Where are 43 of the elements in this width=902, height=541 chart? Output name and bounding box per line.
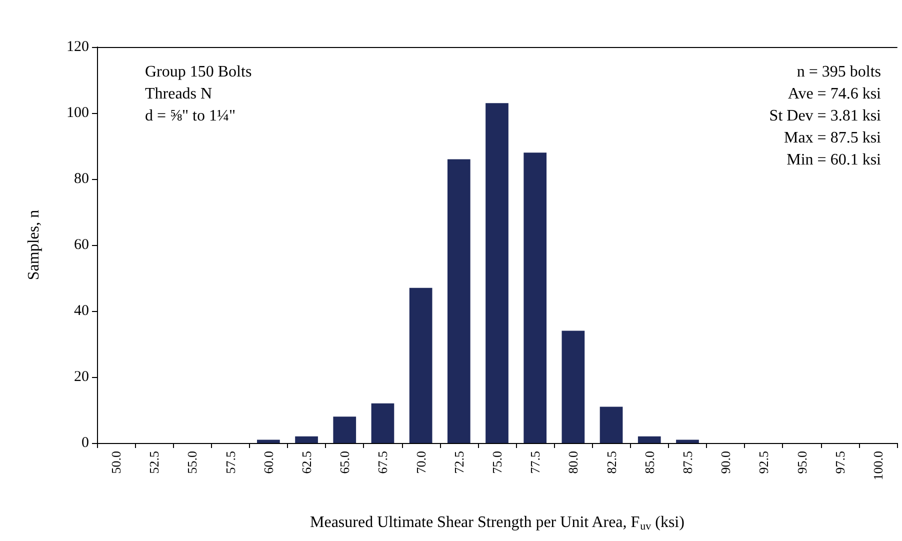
bar	[676, 440, 699, 443]
y-tick-label: 80	[74, 171, 89, 187]
x-tick-label: 60.0	[260, 451, 276, 474]
annotation: n = 395 bolts Ave = 74.6 ksi St Dev = 3.81 ksi Max = 87.5 ksi Min = 60.1 ksi	[769, 64, 882, 168]
y-tick-label: 120	[66, 39, 89, 55]
x-tick-label: 50.0	[108, 451, 124, 474]
bar	[562, 330, 585, 443]
x-tick-label: 57.5	[222, 451, 238, 474]
x-tick-label: 65.0	[337, 451, 352, 474]
x-tick-label: 52.5	[146, 451, 162, 474]
y-tick-label: 0	[82, 435, 89, 451]
bar	[486, 103, 508, 443]
bar	[447, 159, 470, 443]
x-tick-label: 80.0	[566, 451, 581, 474]
x-tick-label: 95.0	[794, 451, 810, 474]
x-tick-label: 67.5	[375, 451, 390, 474]
bar	[524, 152, 547, 443]
bar	[257, 440, 280, 443]
x-tick-label: 75.0	[490, 451, 504, 474]
bar	[371, 403, 394, 443]
bar	[295, 436, 318, 443]
annotation: Group 150 Bolts Threads N d = ⅝" to 1¼"	[145, 64, 252, 124]
x-tick-label: 87.5	[680, 451, 695, 474]
x-tick-label: 85.0	[642, 451, 657, 474]
x-tick-label: 72.5	[451, 451, 466, 474]
y-axis-title: Samples, n	[26, 210, 42, 280]
x-tick-label: 92.5	[756, 451, 772, 474]
y-tick-label: 20	[74, 369, 89, 385]
x-tick-label: 82.5	[604, 451, 619, 474]
x-tick-label: 97.5	[832, 451, 848, 474]
bar	[600, 406, 623, 443]
x-tick-label: 77.5	[528, 451, 543, 474]
y-tick-label: 60	[74, 237, 89, 253]
y-tick-label: 100	[66, 105, 89, 121]
x-tick-label: 55.0	[184, 451, 200, 474]
x-tick-label: 62.5	[299, 451, 314, 474]
x-tick-label: 100.0	[870, 451, 886, 480]
bar	[333, 416, 356, 443]
bar	[638, 436, 661, 443]
bar	[409, 288, 432, 443]
x-tick-label: 90.0	[718, 451, 734, 474]
x-tick-label: 70.0	[413, 451, 428, 474]
y-tick-label: 40	[74, 303, 89, 319]
